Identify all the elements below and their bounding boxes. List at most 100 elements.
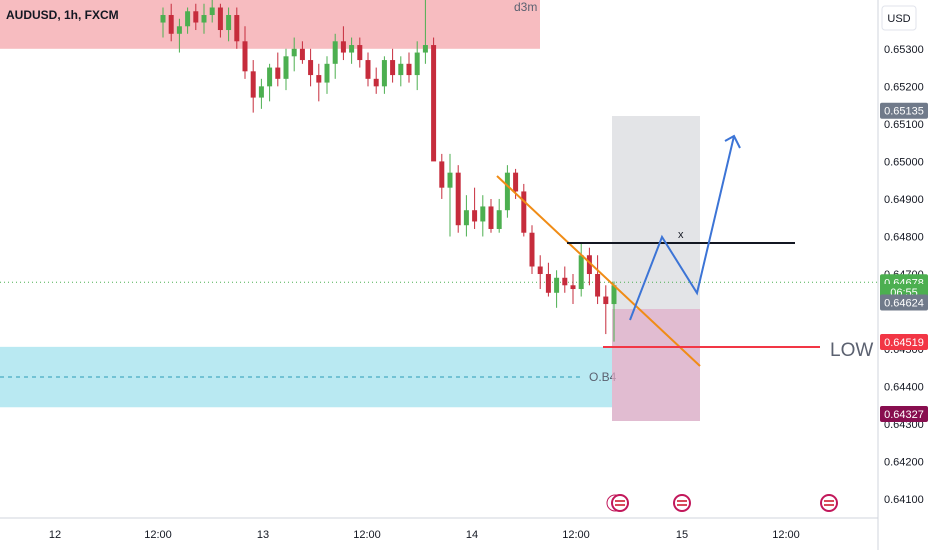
candle-body [603, 296, 609, 305]
candle-body [373, 78, 379, 87]
plot-area[interactable] [0, 0, 878, 518]
price-tick-label: 0.64200 [884, 457, 924, 469]
time-tick-label: 12 [49, 529, 61, 541]
us-flag-icon-stripe [615, 500, 625, 502]
candle-body [316, 75, 322, 83]
candle-body [267, 67, 273, 87]
candle-body [586, 255, 592, 275]
currency-label: USD [887, 13, 910, 25]
candle-body [521, 191, 527, 233]
us-flag-icon[interactable] [820, 494, 838, 512]
us-flag-icon[interactable] [673, 494, 691, 512]
candle-body [455, 172, 461, 226]
us-flag-icon-stripe [615, 504, 625, 506]
candle-body [537, 266, 543, 275]
price-marker-label: 0.64624 [884, 298, 924, 310]
price-tick-label: 0.65000 [884, 156, 924, 168]
projection-arrowhead [724, 134, 741, 149]
price-tick-label: 0.64800 [884, 231, 924, 243]
candle-body [554, 277, 560, 293]
time-axis[interactable]: 12 12:00 13 12:00 14 12:00 15 12:00 [0, 517, 878, 541]
price-tick-label: 0.64100 [884, 494, 924, 506]
supply-zone[interactable] [0, 0, 540, 49]
time-tick-label: 12:00 [353, 529, 381, 541]
candle-body [390, 60, 396, 76]
price-axis[interactable]: USD 0.65300 0.65200 0.65100 0.65000 0.64900 0… [877, 0, 932, 550]
candle-body [176, 26, 182, 34]
candle-body [275, 67, 281, 79]
candle-body [381, 60, 387, 87]
candle-body [513, 172, 519, 192]
us-flag-icon-stripe [824, 504, 834, 506]
time-tick-label: 13 [257, 529, 269, 541]
price-tick-label: 0.65300 [884, 44, 924, 56]
x-label: x [678, 229, 684, 241]
candles-layer [160, 0, 617, 342]
candle-body [480, 206, 486, 222]
candle-body [357, 45, 363, 61]
descending-trendline[interactable] [496, 175, 701, 367]
price-tick-label: 0.64300 [884, 419, 924, 431]
price-tick-label: 0.65100 [884, 119, 924, 131]
us-flag-icon[interactable] [611, 494, 629, 512]
candle-body [496, 210, 502, 229]
candle-body [168, 15, 174, 34]
candle-body [234, 15, 240, 42]
us-flag-icon-stripe [677, 504, 687, 506]
supply-zone-label: d3m [514, 0, 537, 14]
candle-body [283, 56, 289, 79]
candle-body [562, 277, 568, 286]
price-marker-label: 0.64519 [884, 337, 924, 349]
candle-body [226, 15, 232, 31]
candle-body [406, 63, 412, 76]
time-tick-label: 14 [466, 529, 478, 541]
candle-body [258, 86, 264, 98]
candle-body [488, 206, 494, 229]
candle-body [570, 285, 576, 290]
time-tick-label: 12:00 [772, 529, 800, 541]
candle-body [365, 60, 371, 79]
time-tick-label: 15 [676, 529, 688, 541]
candle-body [578, 255, 584, 290]
price-marker-label: 0.64327 [884, 409, 924, 421]
stop-loss-box[interactable] [612, 309, 700, 421]
candle-body [398, 63, 404, 76]
candle-body [209, 7, 215, 16]
event-icons[interactable] [606, 494, 838, 512]
us-flag-icon-stripe [677, 500, 687, 502]
price-marker [880, 406, 928, 423]
price-marker [880, 102, 928, 119]
price-tick-label: 0.64900 [884, 194, 924, 206]
us-flag-icon-stripe [824, 500, 834, 502]
price-marker [880, 294, 928, 311]
projection-path[interactable] [629, 135, 735, 321]
candle-body [611, 285, 617, 305]
candle-body [242, 41, 248, 72]
candle-body [291, 48, 297, 57]
candle-body [332, 41, 338, 64]
price-tick-label: 0.64400 [884, 382, 924, 394]
candle-body [160, 15, 166, 23]
candle-body [414, 52, 420, 76]
time-tick-label: 12:00 [144, 529, 172, 541]
candle-body [308, 60, 314, 76]
candle-body [324, 63, 330, 83]
candle-body [463, 210, 469, 226]
candle-body [504, 172, 510, 211]
candle-body [595, 274, 601, 297]
candle-body [447, 172, 453, 188]
price-marker-label: 0.65135 [884, 106, 924, 118]
candle-body [340, 41, 346, 53]
candle-body [250, 71, 256, 98]
candle-body [201, 15, 207, 23]
order-block-zone-label: O.B4 [589, 370, 617, 384]
candle-body [349, 45, 355, 53]
candle-body [299, 48, 305, 61]
profit-target-box[interactable] [612, 116, 700, 309]
candle-body [529, 232, 535, 267]
candle-body [185, 11, 191, 27]
currency-button[interactable] [881, 5, 917, 31]
low-label: LOW [830, 340, 873, 361]
time-tick-label: 12:00 [562, 529, 590, 541]
